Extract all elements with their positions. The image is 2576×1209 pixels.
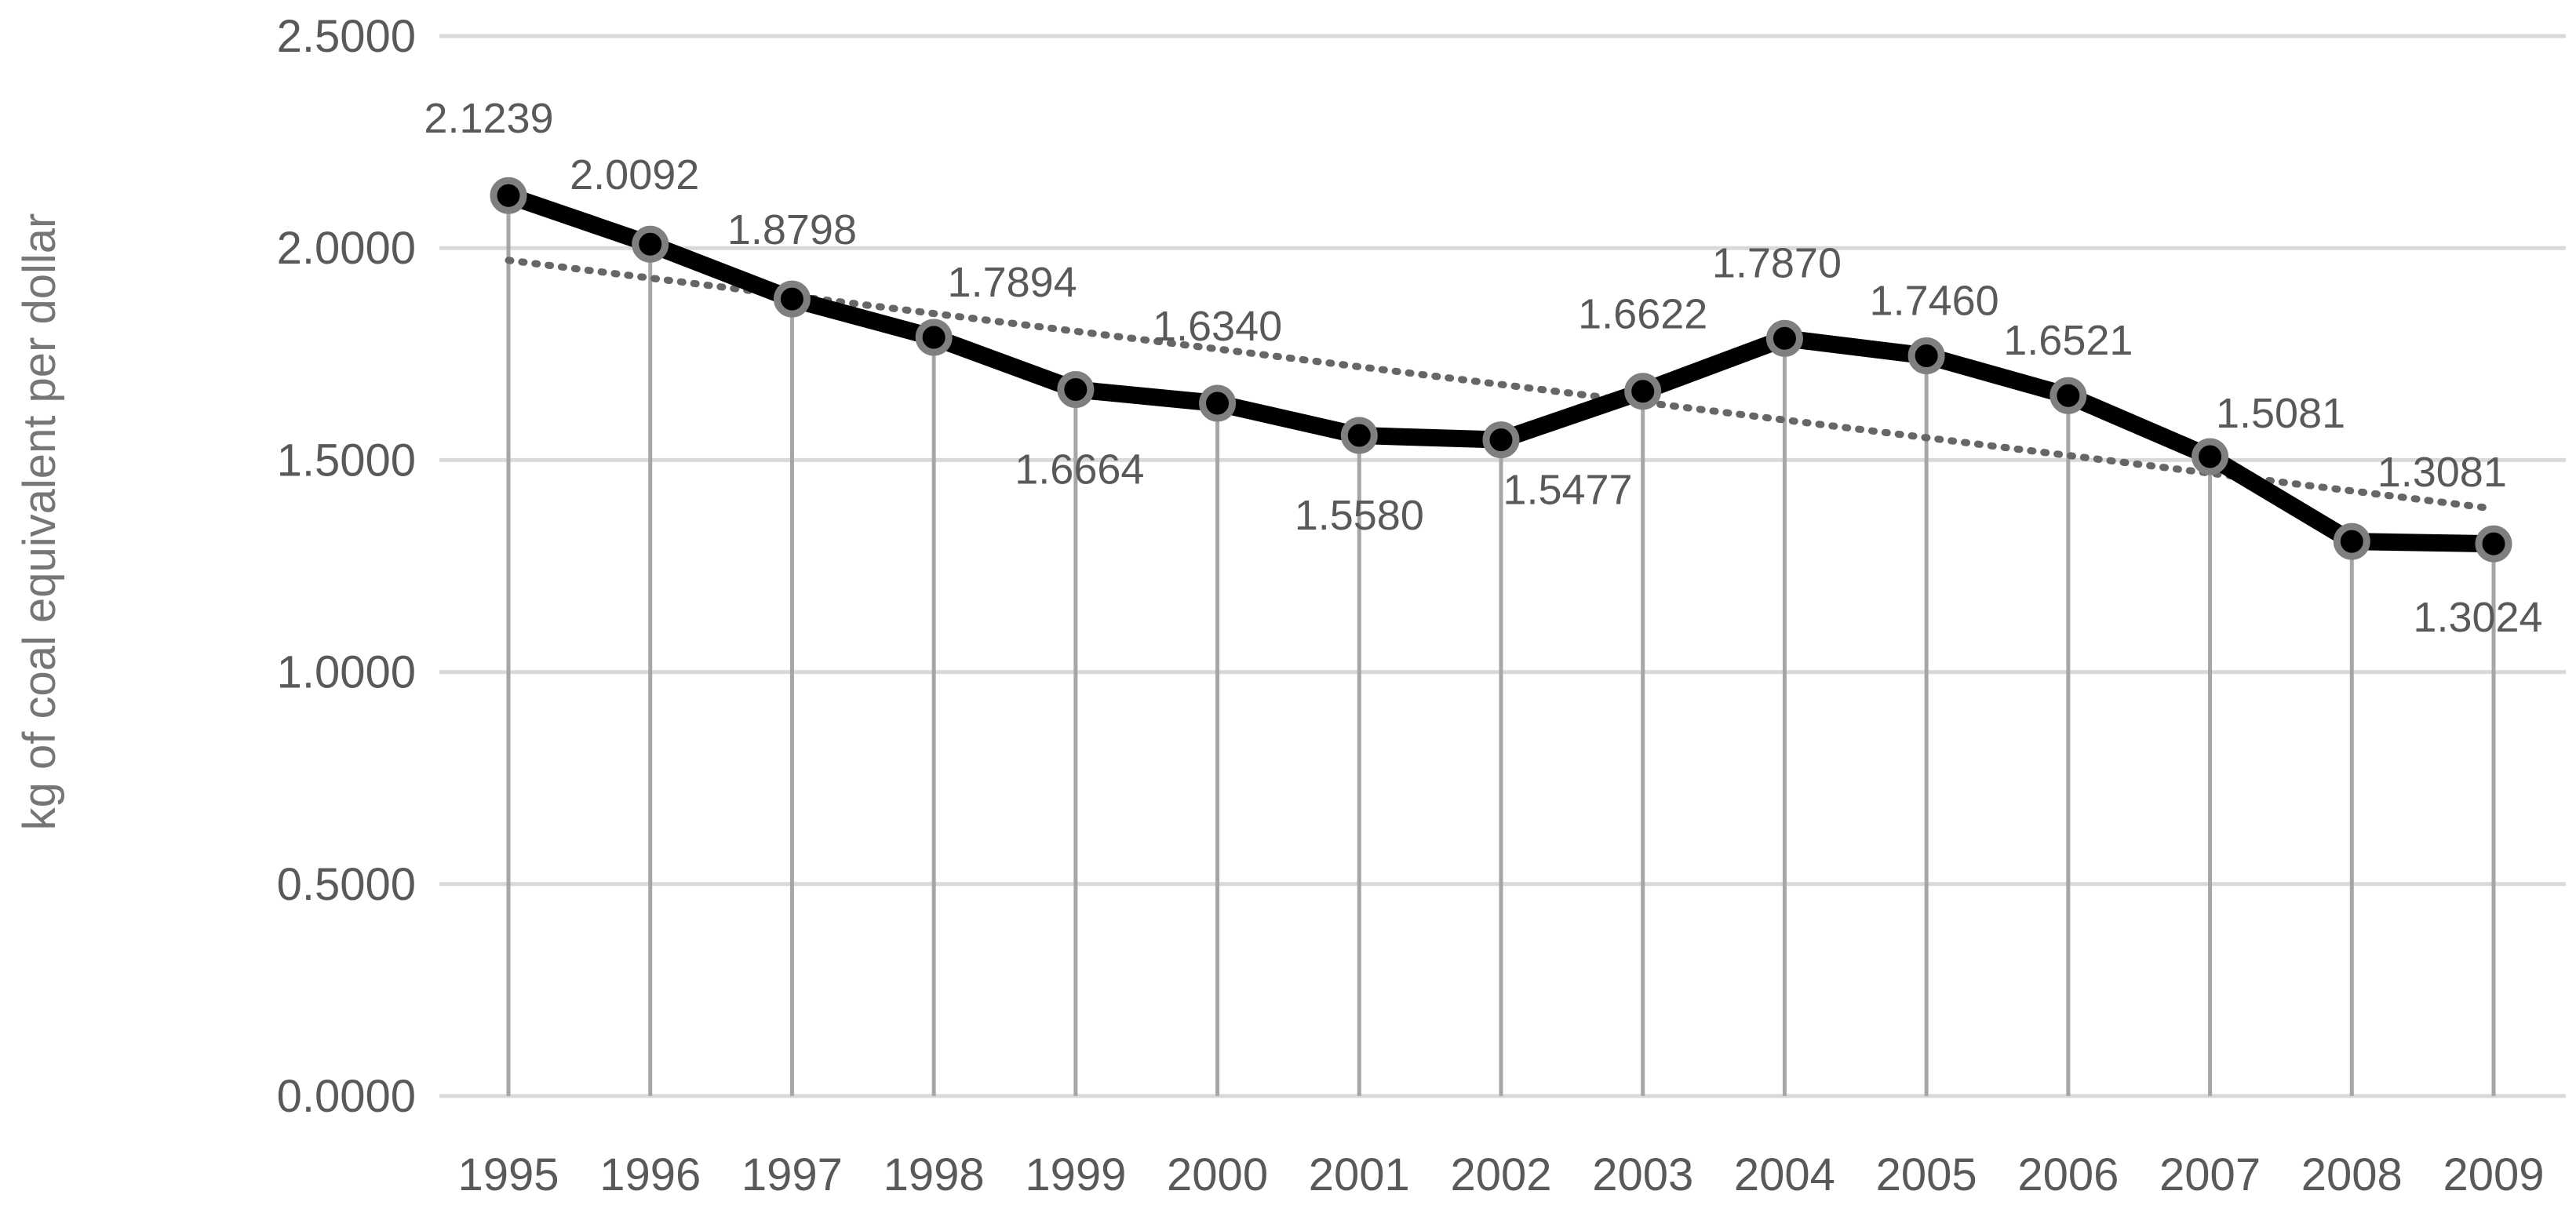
data-point <box>1624 373 1662 410</box>
trendline-group <box>505 257 2498 512</box>
data-label: 1.7460 <box>1870 277 1999 324</box>
drop-lines <box>506 195 2496 1096</box>
y-axis-tick-labels: 0.0000 0.5000 1.0000 1.5000 2.0000 2.5000 <box>277 11 416 1122</box>
x-tick-label: 1997 <box>741 1149 843 1200</box>
data-label: 1.7870 <box>1712 239 1842 286</box>
x-tick-label: 2005 <box>1876 1149 1977 1200</box>
data-label: 2.0092 <box>570 151 699 198</box>
data-point <box>1482 421 1520 459</box>
data-point <box>1199 384 1237 422</box>
y-tick-label: 0.0000 <box>277 1071 416 1122</box>
data-point <box>773 280 811 318</box>
y-axis-label: kg of coal equivalent per dollar <box>14 213 65 831</box>
data-point <box>2333 523 2370 560</box>
x-tick-label: 2008 <box>2301 1149 2403 1200</box>
data-point <box>1765 319 1803 357</box>
x-tick-label: 1999 <box>1025 1149 1126 1200</box>
x-tick-label: 2000 <box>1167 1149 1268 1200</box>
markers-group <box>490 177 2512 563</box>
data-label: 1.5580 <box>1295 492 1424 539</box>
y-tick-label: 1.0000 <box>277 647 416 698</box>
x-tick-label: 1995 <box>457 1149 559 1200</box>
data-point <box>915 319 953 356</box>
x-tick-label: 2006 <box>2017 1149 2119 1200</box>
data-labels: 2.1239 2.0092 1.8798 1.7894 1.6664 1.6340 1.55… <box>424 95 2542 641</box>
data-point <box>632 225 669 263</box>
x-tick-label: 2003 <box>1592 1149 1693 1200</box>
data-point <box>2050 377 2087 414</box>
x-tick-label: 2001 <box>1309 1149 1410 1200</box>
x-axis-tick-labels: 1995 1996 1997 1998 1999 2000 2001 2002 2003 2004… <box>457 1149 2544 1200</box>
x-tick-label: 2004 <box>1734 1149 1835 1200</box>
data-label: 1.3024 <box>2413 594 2542 641</box>
x-tick-label: 2009 <box>2443 1149 2544 1200</box>
data-label: 1.8798 <box>727 206 857 253</box>
y-tick-label: 2.0000 <box>277 223 416 274</box>
x-tick-label: 1996 <box>599 1149 701 1200</box>
data-point <box>1340 417 1378 454</box>
data-label: 1.6622 <box>1578 291 1707 338</box>
data-point <box>2475 525 2512 563</box>
data-label: 1.6521 <box>2003 317 2133 364</box>
data-point <box>2192 438 2229 475</box>
data-label: 1.5477 <box>1503 467 1632 514</box>
y-tick-label: 2.5000 <box>277 11 416 62</box>
data-label: 1.6664 <box>1015 446 1144 493</box>
data-label: 1.3081 <box>2377 449 2507 496</box>
data-point <box>1057 370 1095 408</box>
data-label: 1.6340 <box>1153 303 1282 350</box>
y-tick-label: 1.5000 <box>277 435 416 486</box>
x-tick-label: 1998 <box>884 1149 985 1200</box>
data-point <box>490 177 527 214</box>
x-tick-label: 2002 <box>1450 1149 1551 1200</box>
y-tick-label: 0.5000 <box>277 859 416 910</box>
trendline <box>505 257 2498 512</box>
data-label: 2.1239 <box>424 95 553 142</box>
data-point <box>1907 337 1945 374</box>
x-tick-label: 2007 <box>2159 1149 2261 1200</box>
data-label: 1.5081 <box>2216 390 2345 437</box>
data-label: 1.7894 <box>948 259 1077 306</box>
